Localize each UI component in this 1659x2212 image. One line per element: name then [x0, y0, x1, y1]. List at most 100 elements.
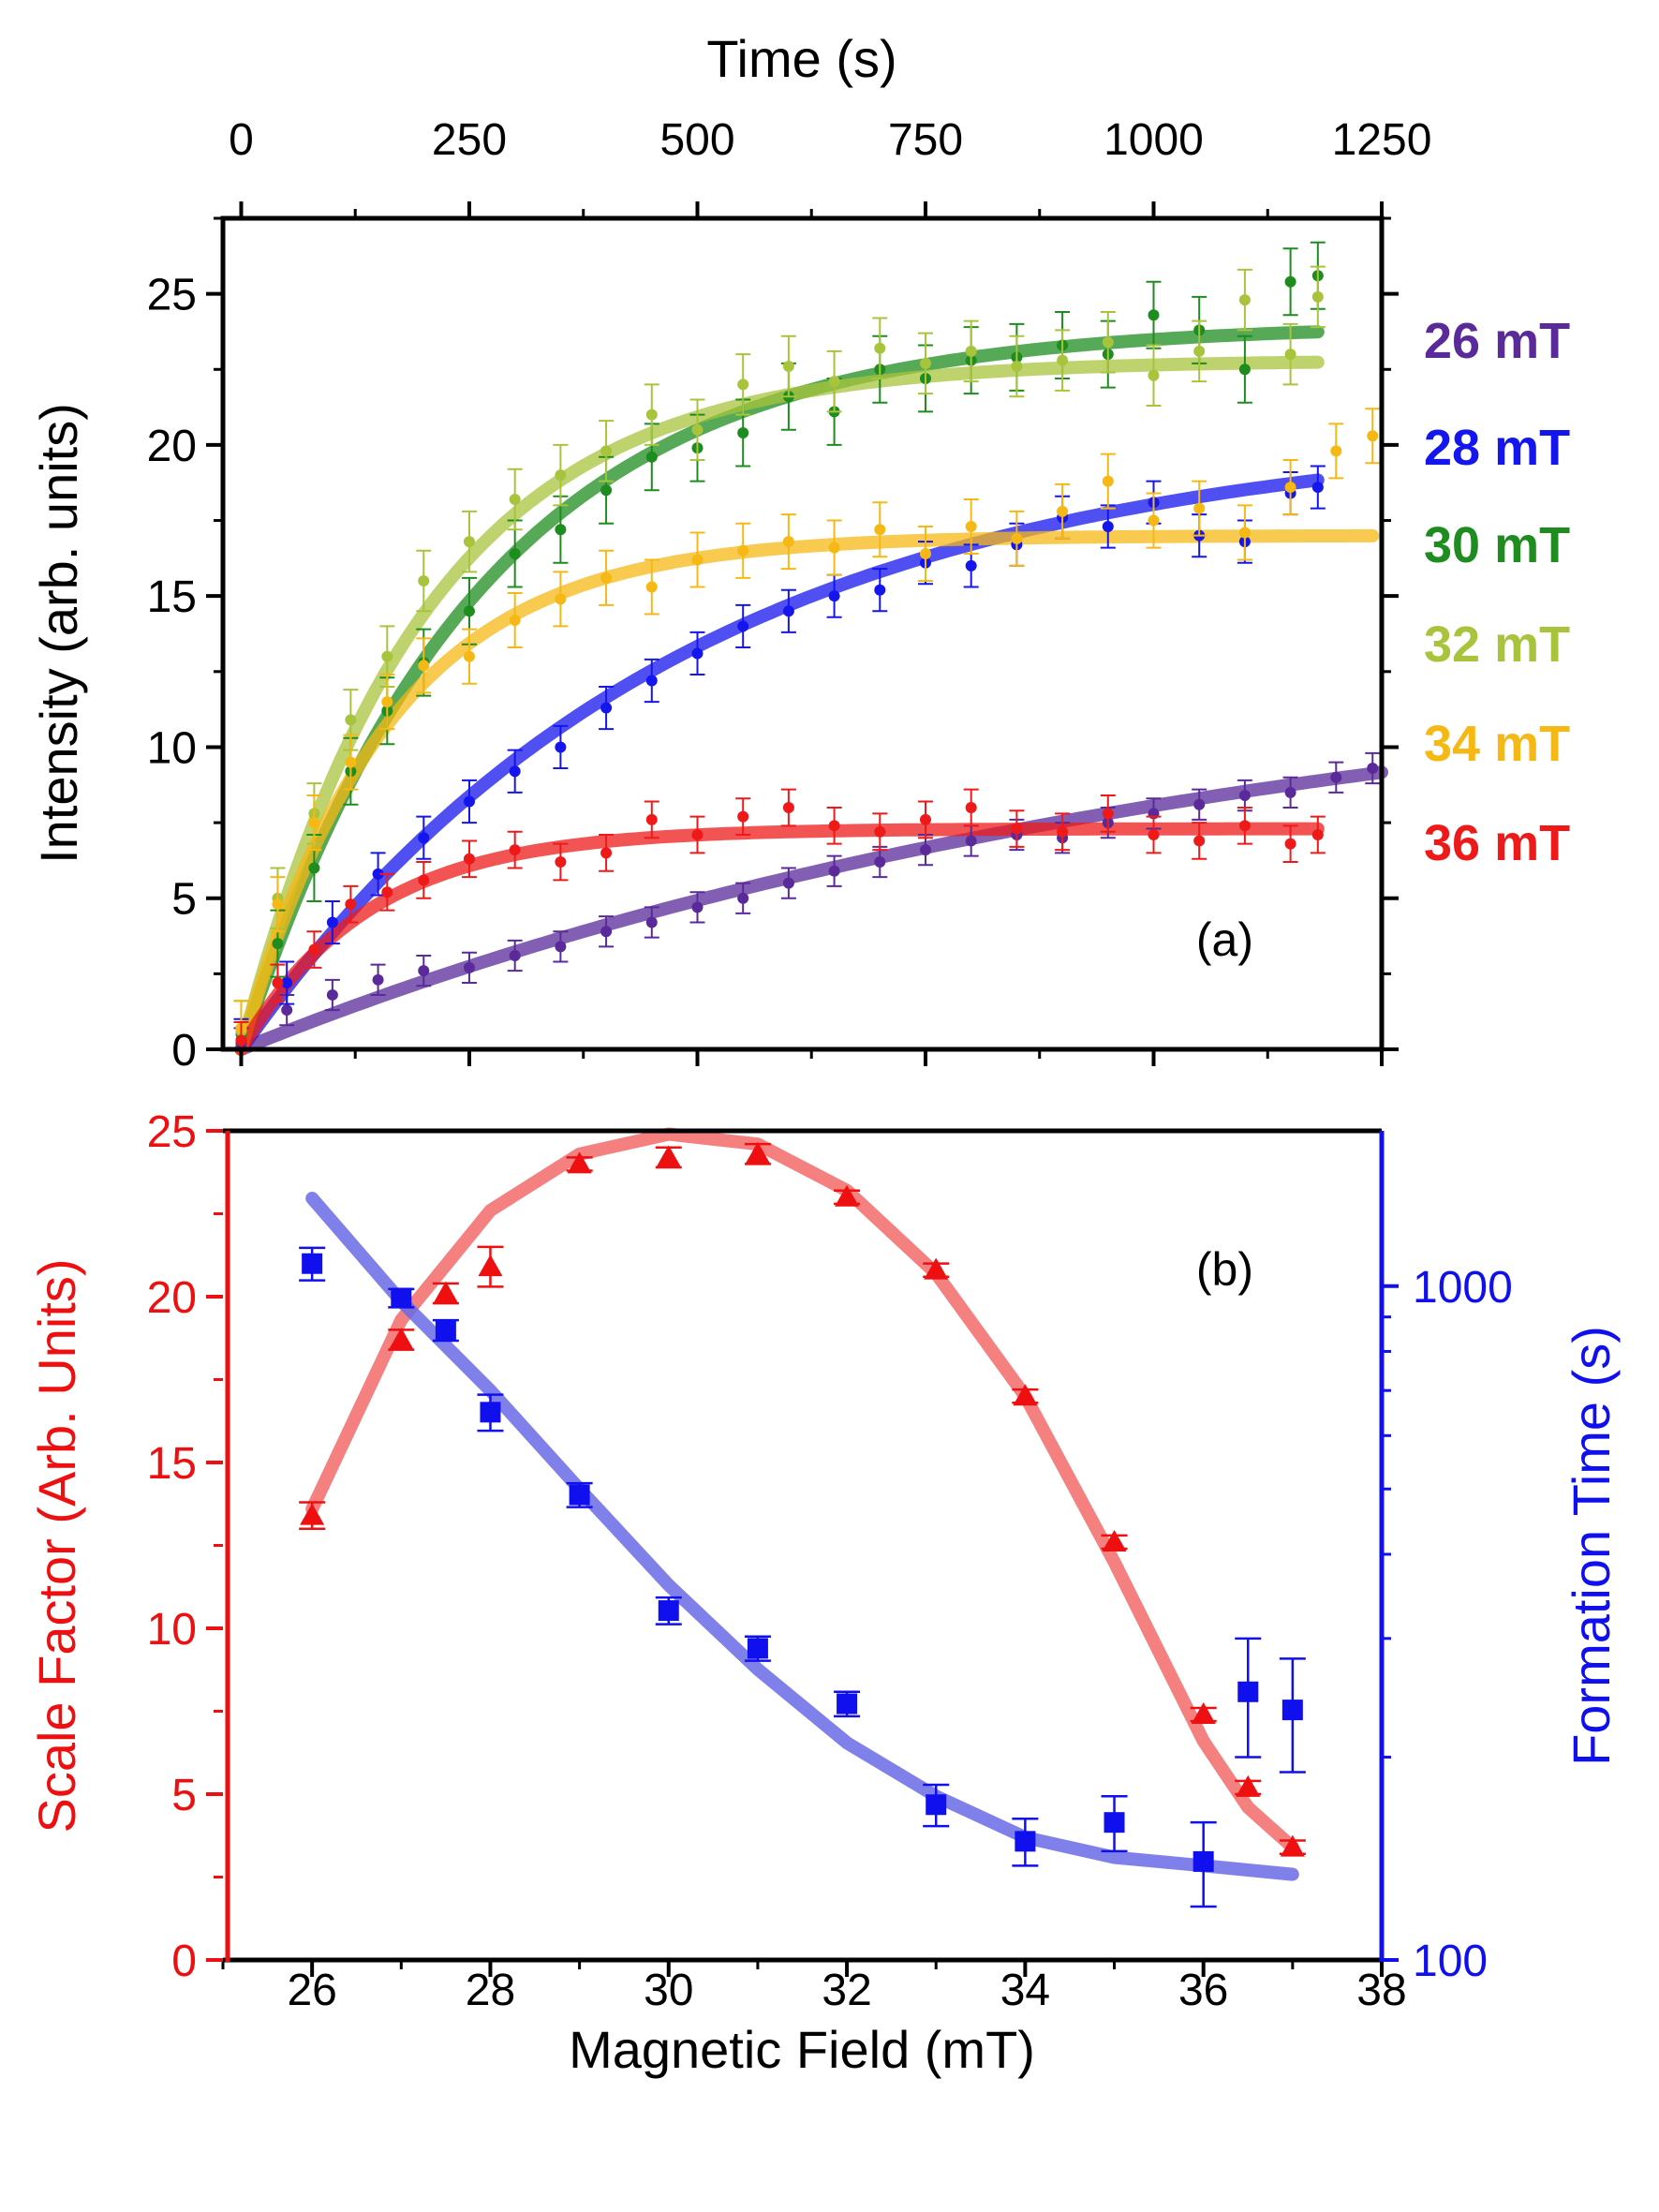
data-point-30mt: [463, 605, 475, 617]
legend-entry-28mt: 28 mT: [1424, 420, 1570, 476]
data-point-34mt: [965, 520, 977, 532]
data-point-28mt: [828, 590, 840, 602]
data-point-26mt: [555, 941, 567, 953]
data-point-scale-factor: [1191, 1702, 1216, 1725]
data-point-36mt: [1193, 835, 1206, 847]
data-point-34mt: [1193, 502, 1206, 514]
data-point-26mt: [1193, 798, 1206, 810]
data-point-32mt: [919, 357, 931, 369]
x-tick-label: 250: [432, 115, 507, 165]
data-point-34mt: [463, 650, 475, 662]
x-tick-label: 500: [659, 115, 734, 165]
data-point-formation-time: [569, 1484, 590, 1506]
data-point-26mt: [965, 835, 977, 847]
data-point-36mt: [418, 874, 430, 886]
x-tick-label: 30: [644, 1966, 693, 2015]
x-tick-label: 1000: [1104, 115, 1204, 165]
data-point-36mt: [828, 820, 840, 832]
data-point-formation-time: [1237, 1681, 1259, 1702]
x-tick-label: 34: [1000, 1966, 1050, 2015]
data-point-28mt: [645, 675, 658, 687]
legend-entry-26mt: 26 mT: [1424, 313, 1570, 369]
data-point-32mt: [463, 536, 475, 548]
data-point-32mt: [1311, 290, 1324, 303]
data-point-34mt: [1148, 514, 1160, 527]
data-point-32mt: [345, 714, 357, 726]
data-point-36mt: [691, 828, 704, 840]
data-point-34mt: [828, 542, 840, 554]
data-point-30mt: [1148, 309, 1160, 321]
data-point-formation-time: [926, 1794, 947, 1816]
data-point-36mt: [874, 825, 886, 838]
fit-line-formationtime: [305, 1192, 1299, 1881]
data-point-32mt: [509, 493, 521, 505]
data-point-formation-time: [1104, 1812, 1125, 1833]
data-point-scale-factor: [835, 1184, 860, 1207]
data-point-28mt: [1311, 482, 1324, 494]
x-tick-label: 36: [1178, 1966, 1228, 2015]
data-point-34mt: [345, 756, 357, 768]
legend-entry-34mt: 34 mT: [1424, 716, 1570, 772]
x-tick-label: 26: [287, 1966, 336, 2015]
data-point-34mt: [691, 554, 704, 566]
data-point-36mt: [1102, 808, 1114, 820]
data-point-34mt: [1102, 475, 1114, 487]
data-point-26mt: [919, 844, 931, 856]
data-point-formation-time: [302, 1253, 323, 1274]
y-left-tick-label: 20: [147, 1273, 197, 1323]
data-point-30mt: [645, 451, 658, 463]
data-point-32mt: [874, 342, 886, 354]
data-point-34mt: [600, 572, 613, 584]
panel-a-ylabel: Intensity (arb. units): [29, 403, 88, 864]
data-point-26mt: [372, 973, 384, 986]
data-point-28mt: [600, 702, 613, 714]
y-left-tick-label: 25: [147, 1107, 197, 1157]
data-point-32mt: [828, 376, 840, 388]
data-point-scale-factor: [1236, 1774, 1261, 1797]
data-point-34mt: [1011, 532, 1023, 544]
data-point-formation-time: [435, 1319, 456, 1341]
x-tick-label: 1250: [1332, 115, 1432, 165]
data-point-28mt: [326, 916, 338, 928]
data-point-28mt: [463, 795, 475, 808]
data-point-36mt: [600, 847, 613, 859]
data-point-34mt: [381, 696, 393, 708]
data-point-36mt: [1148, 828, 1160, 840]
x-tick-label: 28: [466, 1966, 515, 2015]
y-tick-label: 20: [147, 422, 197, 471]
panel-a-label: (a): [1196, 913, 1253, 966]
series-36mt: [233, 788, 1326, 1050]
y-left-tick-label: 15: [147, 1439, 197, 1489]
data-point-26mt: [737, 892, 749, 904]
series-26mt: [233, 751, 1381, 1050]
y-right-tick-label: 100: [1413, 1937, 1488, 1986]
data-point-26mt: [1284, 786, 1296, 798]
data-point-26mt: [1330, 771, 1342, 783]
data-point-scale-factor: [478, 1254, 503, 1277]
data-point-30mt: [509, 548, 521, 560]
data-point-36mt: [555, 856, 567, 868]
y-tick-label: 25: [147, 271, 197, 320]
data-point-36mt: [308, 943, 320, 956]
data-point-34mt: [1057, 505, 1069, 517]
data-point-28mt: [874, 584, 886, 596]
data-point-26mt: [600, 926, 613, 938]
data-point-34mt: [308, 817, 320, 829]
data-point-26mt: [281, 1004, 293, 1017]
x-tick-label: 32: [822, 1966, 871, 2015]
data-point-28mt: [782, 605, 794, 617]
data-point-32mt: [645, 408, 658, 421]
data-point-scale-factor: [924, 1257, 949, 1280]
data-point-26mt: [326, 988, 338, 1001]
data-point-34mt: [1330, 445, 1342, 457]
data-point-scale-factor: [1102, 1529, 1127, 1551]
data-point-34mt: [509, 614, 521, 626]
data-point-scale-factor: [656, 1145, 681, 1167]
panel-b: 26 28 30 32 34 36 38 0 5 10 15 20 25 100 1000 Magnetic…: [27, 1107, 1621, 2079]
data-point-30mt: [308, 862, 320, 874]
data-point-formation-time: [391, 1287, 412, 1309]
panel-b-ylabel-left: Scale Factor (Arb. Units): [27, 1258, 86, 1833]
data-point-36mt: [737, 810, 749, 823]
data-point-26mt: [645, 916, 658, 928]
